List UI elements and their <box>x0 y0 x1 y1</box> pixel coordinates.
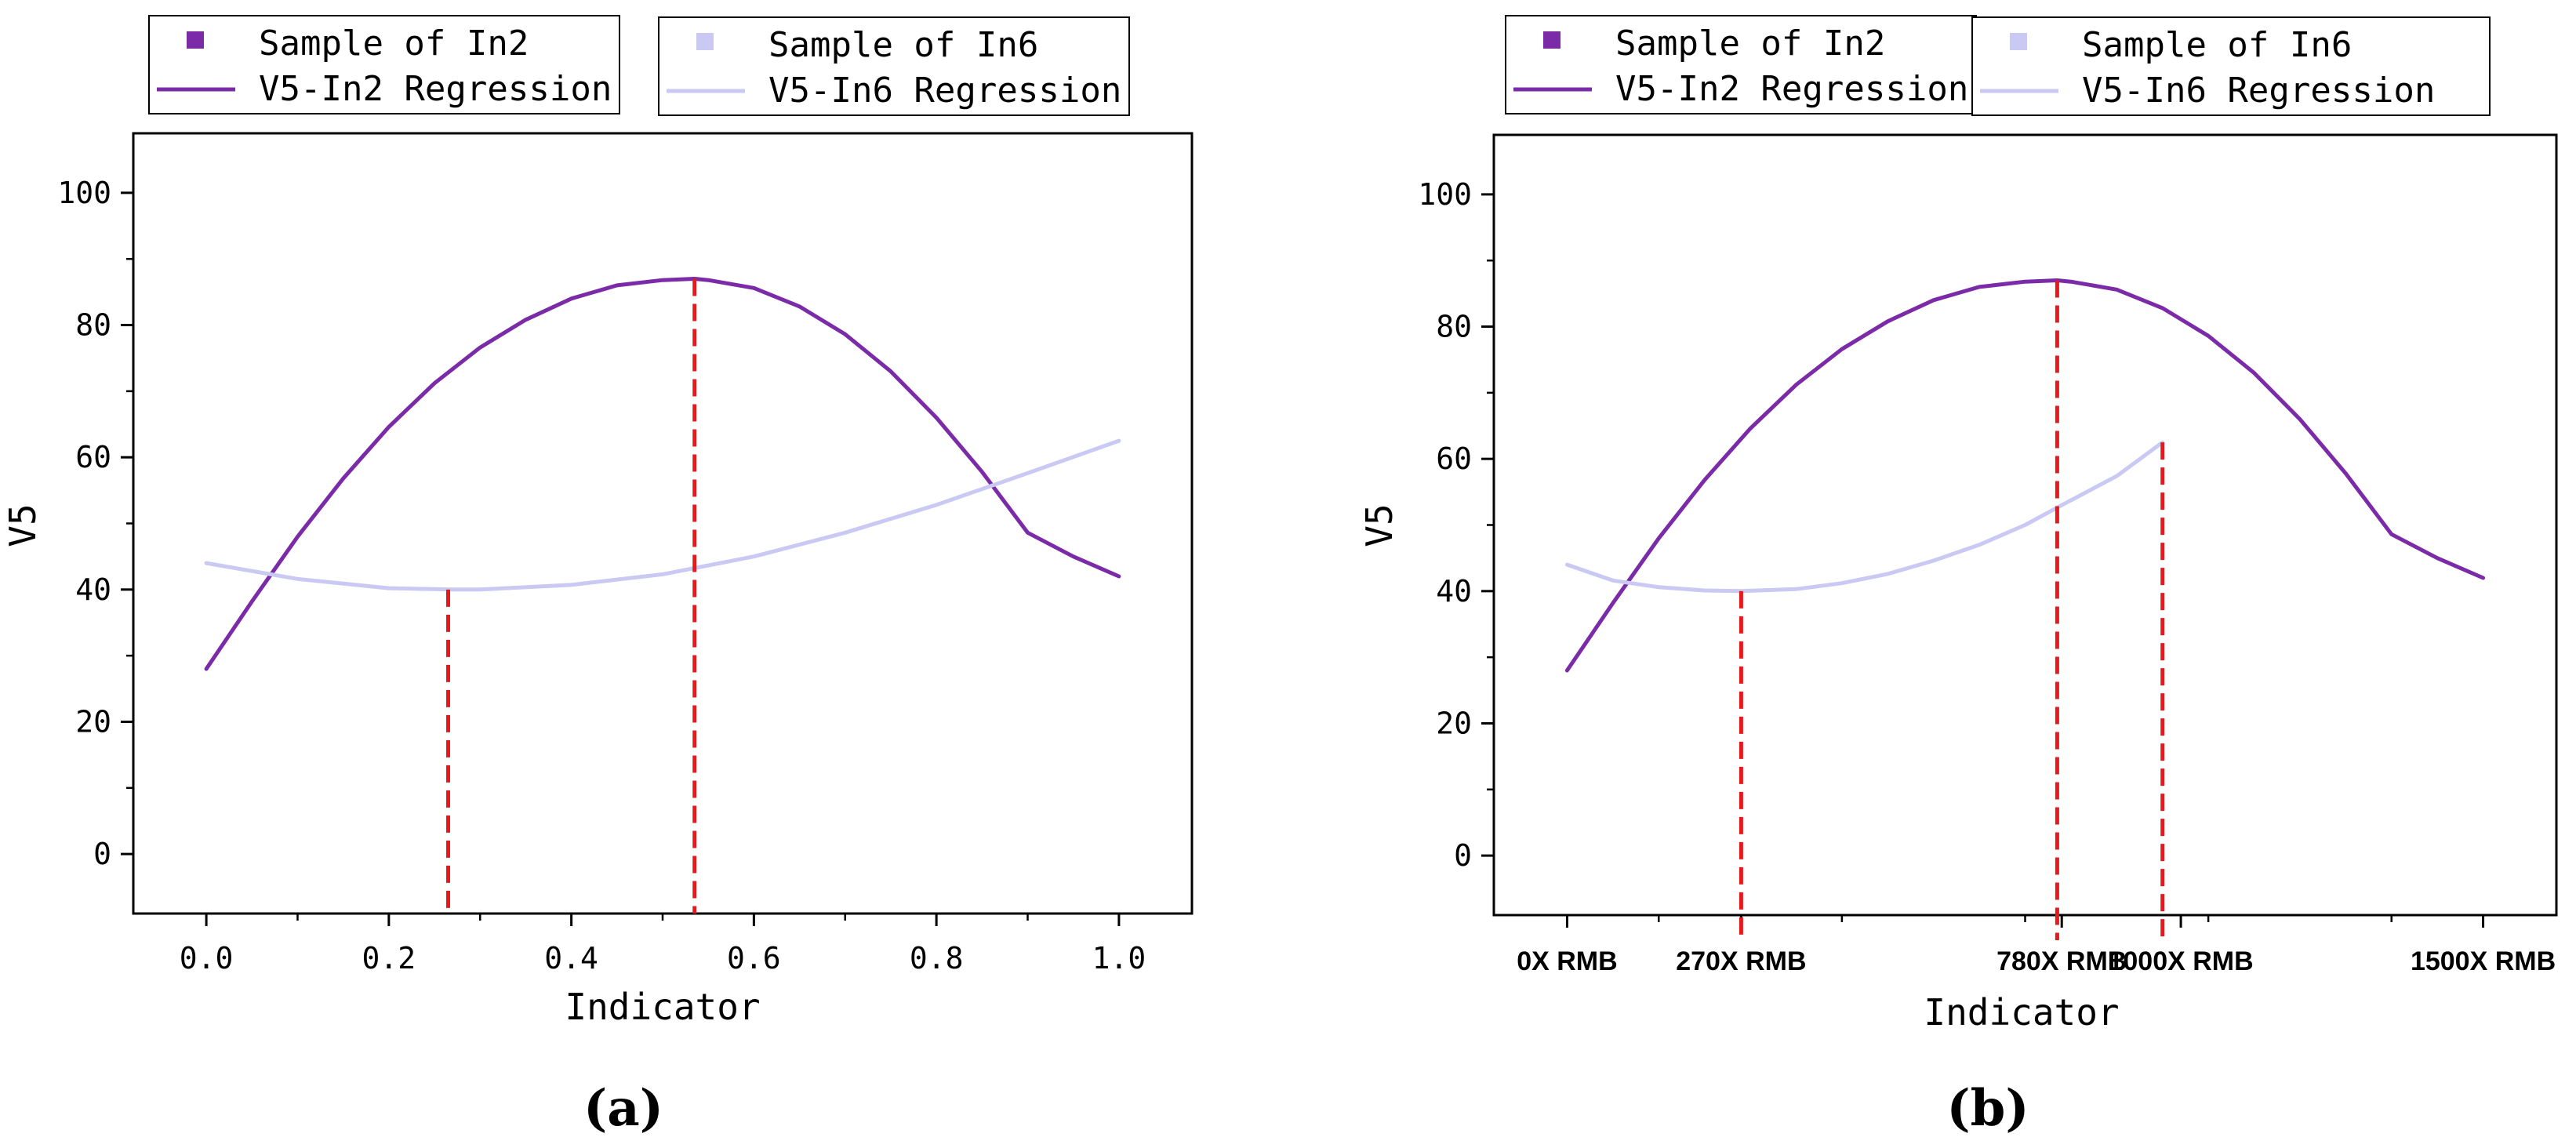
x-tick-label: 1.0 <box>1092 941 1146 975</box>
series-v5-in2-regression <box>204 277 1121 671</box>
x-tick-label: 0.4 <box>544 941 598 975</box>
plot-frame <box>132 132 1194 915</box>
y-tick-label: 40 <box>75 572 111 607</box>
panel-label-b: (b) <box>1946 1079 2029 1138</box>
series-v5-in6-regression <box>204 438 1121 592</box>
y-tick-label: 60 <box>1436 441 1472 476</box>
legend-in2-sample-swatch <box>187 31 204 49</box>
legend-in6-sample-label: Sample of In6 <box>2082 25 2352 65</box>
plot-area-a: 0 20 40 60 80 100 0.0 0.2 0.4 0.6 0.8 1.0 <box>57 132 1194 975</box>
y-tick-label: 0 <box>1454 838 1472 873</box>
legend-box-in6: Sample of In6 V5-In6 Regression <box>1971 16 2491 116</box>
legend-in2-sample-label: Sample of In2 <box>259 24 529 64</box>
markers-group-b <box>1739 280 2165 940</box>
legend-in6-regression-label: V5-In6 Regression <box>768 71 1121 111</box>
y-tick-label: 80 <box>1436 310 1472 344</box>
y-axis-title: V5 <box>2 503 44 547</box>
legend-in2-regression-label: V5-In2 Regression <box>1615 69 1968 109</box>
legend-in2-sample-label: Sample of In2 <box>1615 24 1885 64</box>
x-tick-label: 780X RMB <box>1996 946 2127 976</box>
y-tick-label: 20 <box>75 704 111 739</box>
x-tick-label: 1000X RMB <box>2108 946 2253 976</box>
legend-in6-sample-swatch <box>2010 33 2027 50</box>
legend-box-in2: Sample of In2 V5-In2 Regression <box>148 15 620 114</box>
legend-in2-regression-label: V5-In2 Regression <box>259 69 612 109</box>
series-group-a <box>204 277 1121 671</box>
x-tick-label: 0.6 <box>727 941 781 975</box>
y-axis-a: 0 20 40 60 80 100 <box>57 176 133 871</box>
series-group-b <box>1564 278 2486 673</box>
legend-frame <box>658 16 1130 116</box>
y-tick-label: 40 <box>1436 574 1472 609</box>
x-axis-title: Indicator <box>1924 991 2119 1034</box>
legend-frame <box>1971 16 2491 116</box>
legend-box-in2: Sample of In2 V5-In2 Regression <box>1505 15 1977 114</box>
x-axis-a: 0.0 0.2 0.4 0.6 0.8 1.0 <box>180 914 1146 975</box>
legend-in6-regression-label: V5-In6 Regression <box>2082 71 2435 111</box>
y-axis-title: V5 <box>1358 503 1401 547</box>
x-axis-title: Indicator <box>565 986 760 1028</box>
series-v5-in2-regression <box>1564 278 2486 673</box>
markers-group-a <box>446 278 697 914</box>
y-tick-label: 100 <box>57 176 111 210</box>
x-tick-label: 0.2 <box>362 941 416 975</box>
x-tick-label: 270X RMB <box>1676 946 1806 976</box>
x-tick-label: 0.8 <box>910 941 964 975</box>
y-tick-label: 60 <box>75 440 111 474</box>
legend-in6-sample-label: Sample of In6 <box>768 25 1038 65</box>
x-tick-label: 1500X RMB <box>2411 946 2556 976</box>
panel-b: Sample of In2 V5-In2 Regression Sample o… <box>1358 15 2558 1138</box>
series-v5-in6-regression <box>1564 440 2165 594</box>
plot-area-b: 0 20 40 60 80 100 0X RMB 270X RMB 780X RMB1000X… <box>1418 133 2558 976</box>
y-tick-label: 80 <box>75 308 111 343</box>
y-axis-b: 0 20 40 60 80 100 <box>1418 177 1494 873</box>
legend-in6-sample-swatch <box>696 33 714 50</box>
panel-label-a: (a) <box>583 1079 663 1138</box>
y-tick-label: 20 <box>1436 706 1472 740</box>
x-tick-label: 0.0 <box>180 941 234 975</box>
x-tick-label: 0X RMB <box>1517 946 1617 976</box>
legend-box-in6: Sample of In6 V5-In6 Regression <box>658 16 1130 116</box>
legend-in2-sample-swatch <box>1543 31 1560 49</box>
legend-frame <box>148 15 620 114</box>
panel-a: Sample of In2 V5-In2 Regression Sample o… <box>2 15 1194 1138</box>
y-tick-label: 100 <box>1418 177 1472 212</box>
y-tick-label: 0 <box>93 837 111 871</box>
